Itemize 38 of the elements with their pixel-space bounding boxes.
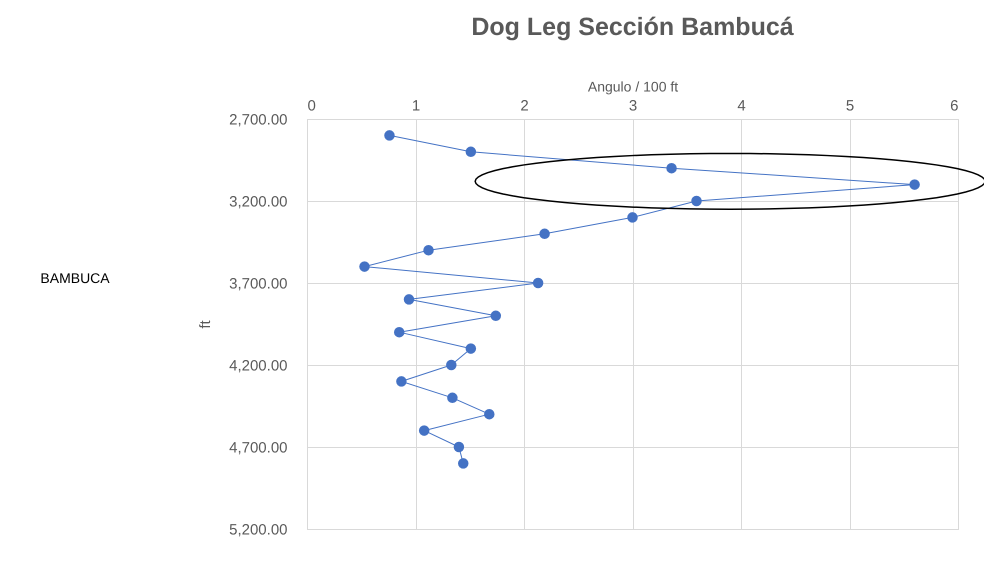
point — [691, 196, 702, 206]
point — [532, 278, 544, 288]
x-tick-label: 6 — [950, 98, 958, 114]
x-tick-label: 2 — [520, 98, 529, 114]
x-tick-label: 4 — [737, 98, 746, 114]
y-tick-label: 3,200.00 — [229, 194, 288, 210]
point — [539, 228, 550, 240]
point — [423, 244, 434, 256]
x-tick-label: 5 — [846, 98, 854, 114]
point — [909, 179, 920, 190]
chart-title: Dog Leg Sección Bambucá — [471, 13, 794, 41]
point — [384, 130, 395, 141]
point — [447, 392, 458, 404]
y-tick-label: 4,200.00 — [229, 358, 288, 374]
point — [454, 442, 464, 452]
y-tick-label: 4,700.00 — [229, 440, 288, 456]
point — [627, 212, 638, 223]
point — [359, 261, 370, 272]
point — [484, 408, 495, 420]
point — [396, 376, 407, 387]
point — [458, 458, 468, 469]
y-axis-title: ft — [197, 320, 214, 329]
x-axis-title: Angulo / 100 ft — [588, 78, 678, 94]
point — [490, 310, 502, 322]
point — [466, 343, 476, 354]
point — [666, 162, 677, 174]
point — [418, 425, 430, 436]
x-tick-label: 1 — [412, 98, 420, 114]
text: BAMBUCA — [40, 270, 110, 286]
x-tick-label: 0 — [308, 98, 316, 114]
x-tick-label: 3 — [628, 98, 638, 114]
point — [394, 326, 404, 338]
y-tick-label: 2,700.00 — [229, 112, 288, 128]
point — [466, 146, 476, 158]
point — [446, 360, 457, 370]
point — [404, 294, 414, 305]
y-tick-label: 5,200.00 — [229, 522, 288, 538]
y-tick-label: 3,700.00 — [229, 276, 288, 292]
